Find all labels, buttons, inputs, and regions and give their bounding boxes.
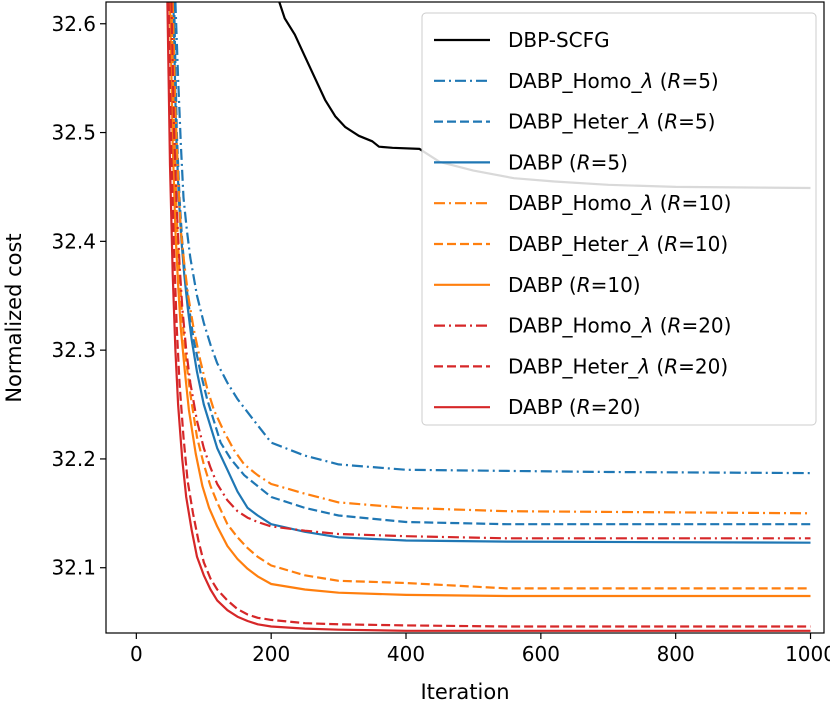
x-tick-label: 400 — [387, 642, 425, 666]
x-axis-label: Iteration — [420, 680, 509, 704]
x-tick-label: 200 — [252, 642, 290, 666]
y-tick-label: 32.5 — [51, 121, 96, 145]
series-line-dabp-r20 — [166, 2, 811, 632]
y-axis-label: Normalized cost — [2, 233, 26, 402]
series-line-homo-r10 — [171, 2, 811, 515]
legend-label-dabp-r20: DABP (R=20) — [508, 395, 641, 419]
legend-box — [421, 12, 817, 426]
y-tick-label: 32.4 — [51, 229, 96, 253]
legend-label-homo-r5: DABP_Homo_λ (R=5) — [508, 69, 719, 93]
series-line-heter-r5 — [173, 2, 811, 526]
x-tick-label: 0 — [130, 642, 143, 666]
y-tick-label: 32.2 — [51, 447, 96, 471]
series-line-homo-r20 — [170, 2, 811, 540]
x-tick-label: 1000 — [785, 642, 830, 666]
legend-label-dbp-scfg: DBP-SCFG — [508, 28, 610, 52]
y-tick-label: 32.6 — [51, 12, 96, 36]
series-line-homo-r5 — [174, 2, 811, 475]
series-line-heter-r20 — [167, 2, 811, 628]
legend-label-heter-r10: DABP_Heter_λ (R=10) — [508, 232, 728, 256]
x-axis: 0 200 400 600 800 1000 — [130, 633, 830, 666]
legend-label-homo-r20: DABP_Homo_λ (R=20) — [508, 314, 731, 338]
legend-label-dabp-r5: DABP (R=5) — [508, 150, 628, 174]
x-tick-label: 600 — [522, 642, 560, 666]
series-line-dabp-r10 — [168, 2, 811, 598]
y-axis: 32.1 32.2 32.3 32.4 32.5 32.6 — [51, 12, 106, 580]
y-tick-label: 32.3 — [51, 338, 96, 362]
series-line-dabp-r5 — [172, 2, 811, 544]
legend-label-dabp-r10: DABP (R=10) — [508, 273, 641, 297]
series-layer — [166, 2, 811, 632]
legend-label-heter-r20: DABP_Heter_λ (R=20) — [508, 354, 728, 378]
legend-label-heter-r5: DABP_Heter_λ (R=5) — [508, 110, 715, 134]
plot-frame — [105, 1, 825, 634]
legend-label-homo-r10: DABP_Homo_λ (R=10) — [508, 191, 731, 215]
x-tick-label: 800 — [657, 642, 695, 666]
y-tick-label: 32.1 — [51, 556, 96, 580]
series-line-heter-r10 — [170, 2, 811, 590]
legend: DBP-SCFG DABP_Homo_λ (R=5) DABP_Heter_λ (R… — [421, 12, 817, 426]
